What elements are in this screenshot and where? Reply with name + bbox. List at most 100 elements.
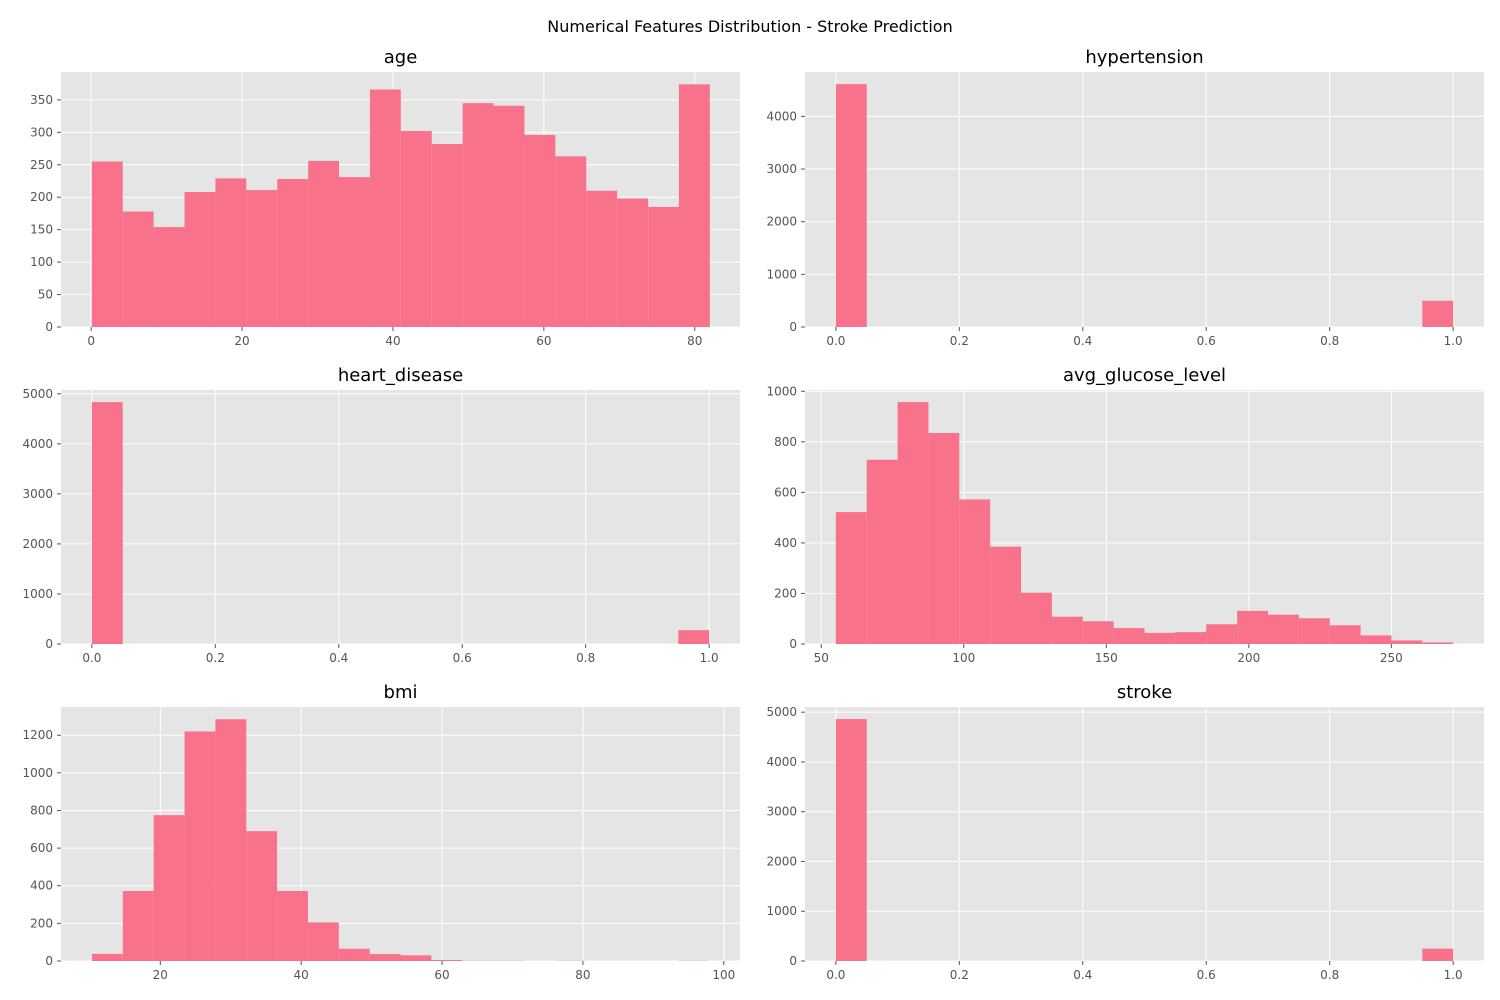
histogram-bar <box>462 103 494 327</box>
histogram-bar <box>431 144 463 327</box>
histogram-bar <box>246 190 278 327</box>
histogram-bar <box>1144 632 1176 644</box>
x-tick-label: 1.0 <box>700 651 719 665</box>
y-tick-label: 4000 <box>766 109 797 123</box>
y-tick-label: 200 <box>30 190 53 204</box>
subplot-hypertension: 0.0 0.2 0.4 0.6 0.8 1.0 0 1000 2000 3000 4000 hyper… <box>766 47 1484 348</box>
y-tick-label: 1000 <box>766 384 797 398</box>
histogram-bar <box>990 546 1022 644</box>
x-tick-label: 0.0 <box>826 334 845 348</box>
x-tick-label: 80 <box>687 334 702 348</box>
subplot-title: hypertension <box>1085 47 1203 68</box>
y-tick-label: 100 <box>30 255 53 269</box>
y-tick-label: 200 <box>30 916 53 930</box>
x-tick-label: 0.8 <box>1320 334 1339 348</box>
x-tick-label: 0.2 <box>950 334 969 348</box>
histogram-bar <box>122 891 154 961</box>
histogram-bar <box>308 160 340 327</box>
y-tick-label: 600 <box>30 841 53 855</box>
x-tick-label: 40 <box>294 968 309 982</box>
subplot-title: age <box>384 47 418 68</box>
plot-area <box>805 707 1484 961</box>
subplot-title: bmi <box>384 682 418 703</box>
histogram-bar <box>897 402 929 644</box>
histogram-bar <box>1051 616 1083 644</box>
histogram-bar <box>1391 640 1423 644</box>
x-tick-label: 250 <box>1380 651 1403 665</box>
histogram-bar <box>555 156 587 327</box>
x-tick-label: 100 <box>952 651 975 665</box>
x-tick-label: 100 <box>712 968 735 982</box>
y-tick-label: 3000 <box>766 162 797 176</box>
subplot-title: avg_glucose_level <box>1063 365 1226 386</box>
y-tick-label: 0 <box>789 637 797 651</box>
x-tick-label: 80 <box>575 968 590 982</box>
subplot-avg_glucose_level: 50 100 150 200 250 0 200 400 600 800 1000 avg_gluco… <box>766 365 1484 665</box>
histogram-bar <box>586 190 618 327</box>
y-tick-label: 0 <box>45 954 53 968</box>
x-tick-label: 0.6 <box>1197 334 1216 348</box>
x-tick-label: 20 <box>234 334 249 348</box>
x-tick-label: 20 <box>153 968 168 982</box>
histogram-bar <box>184 192 216 327</box>
histogram-bar <box>1113 628 1145 644</box>
y-tick-label: 1000 <box>22 766 53 780</box>
y-tick-label: 250 <box>30 158 53 172</box>
y-tick-label: 200 <box>774 586 797 600</box>
y-tick-label: 300 <box>30 125 53 139</box>
x-tick-label: 60 <box>434 968 449 982</box>
histogram-bar <box>307 922 339 961</box>
histogram-bar <box>928 432 960 644</box>
y-tick-label: 1000 <box>22 587 53 601</box>
histogram-bar <box>215 178 247 327</box>
y-tick-label: 2000 <box>22 537 53 551</box>
subplot-heart_disease: 0.0 0.2 0.4 0.6 0.8 1.0 0 1000 2000 3000 4000 5000 h… <box>22 365 740 665</box>
histogram-bar <box>866 459 898 644</box>
x-tick-label: 0.8 <box>1320 968 1339 982</box>
histogram-bar <box>1422 300 1454 327</box>
figure-suptitle: Numerical Features Distribution - Stroke… <box>547 17 953 36</box>
subplot-age: 0 20 40 60 80 0 50 100 150 200 250 300 350 age <box>30 47 740 348</box>
y-tick-label: 0 <box>45 320 53 334</box>
y-tick-label: 5000 <box>22 387 53 401</box>
histogram-bar <box>277 179 309 327</box>
x-tick-label: 0 <box>87 334 95 348</box>
y-tick-label: 0 <box>45 637 53 651</box>
y-tick-label: 800 <box>774 435 797 449</box>
histogram-bar <box>369 954 401 961</box>
x-tick-label: 40 <box>385 334 400 348</box>
histogram-bar <box>369 89 401 328</box>
histogram-bar <box>835 512 867 644</box>
x-tick-label: 0.6 <box>1197 968 1216 982</box>
histogram-bar <box>524 134 556 327</box>
x-tick-label: 0.0 <box>82 651 101 665</box>
plot-area <box>805 72 1484 327</box>
histogram-bar <box>277 891 308 961</box>
histogram-bar <box>338 948 370 961</box>
x-tick-label: 0.4 <box>329 651 348 665</box>
x-tick-label: 0.4 <box>1073 968 1092 982</box>
histogram-bar <box>678 84 710 327</box>
y-tick-label: 1200 <box>22 728 53 742</box>
histogram-bar <box>1021 592 1052 644</box>
histogram-bar <box>1422 642 1454 644</box>
histogram-bar <box>1267 614 1299 644</box>
y-tick-label: 350 <box>30 93 53 107</box>
y-tick-label: 3000 <box>766 805 797 819</box>
y-tick-label: 400 <box>774 536 797 550</box>
subplot-stroke: 0.0 0.2 0.4 0.6 0.8 1.0 0 1000 2000 3000 4000 5000 s… <box>766 682 1484 982</box>
x-tick-label: 200 <box>1237 651 1260 665</box>
subplot-title: heart_disease <box>338 365 463 386</box>
y-tick-label: 1000 <box>766 267 797 281</box>
x-tick-label: 0.6 <box>453 651 472 665</box>
y-tick-label: 0 <box>789 320 797 334</box>
y-tick-label: 4000 <box>22 437 53 451</box>
y-tick-label: 4000 <box>766 755 797 769</box>
histogram-bar <box>1329 625 1361 644</box>
histogram-bar <box>1175 632 1207 644</box>
x-tick-label: 0.2 <box>206 651 225 665</box>
histogram-bar <box>1422 948 1454 961</box>
